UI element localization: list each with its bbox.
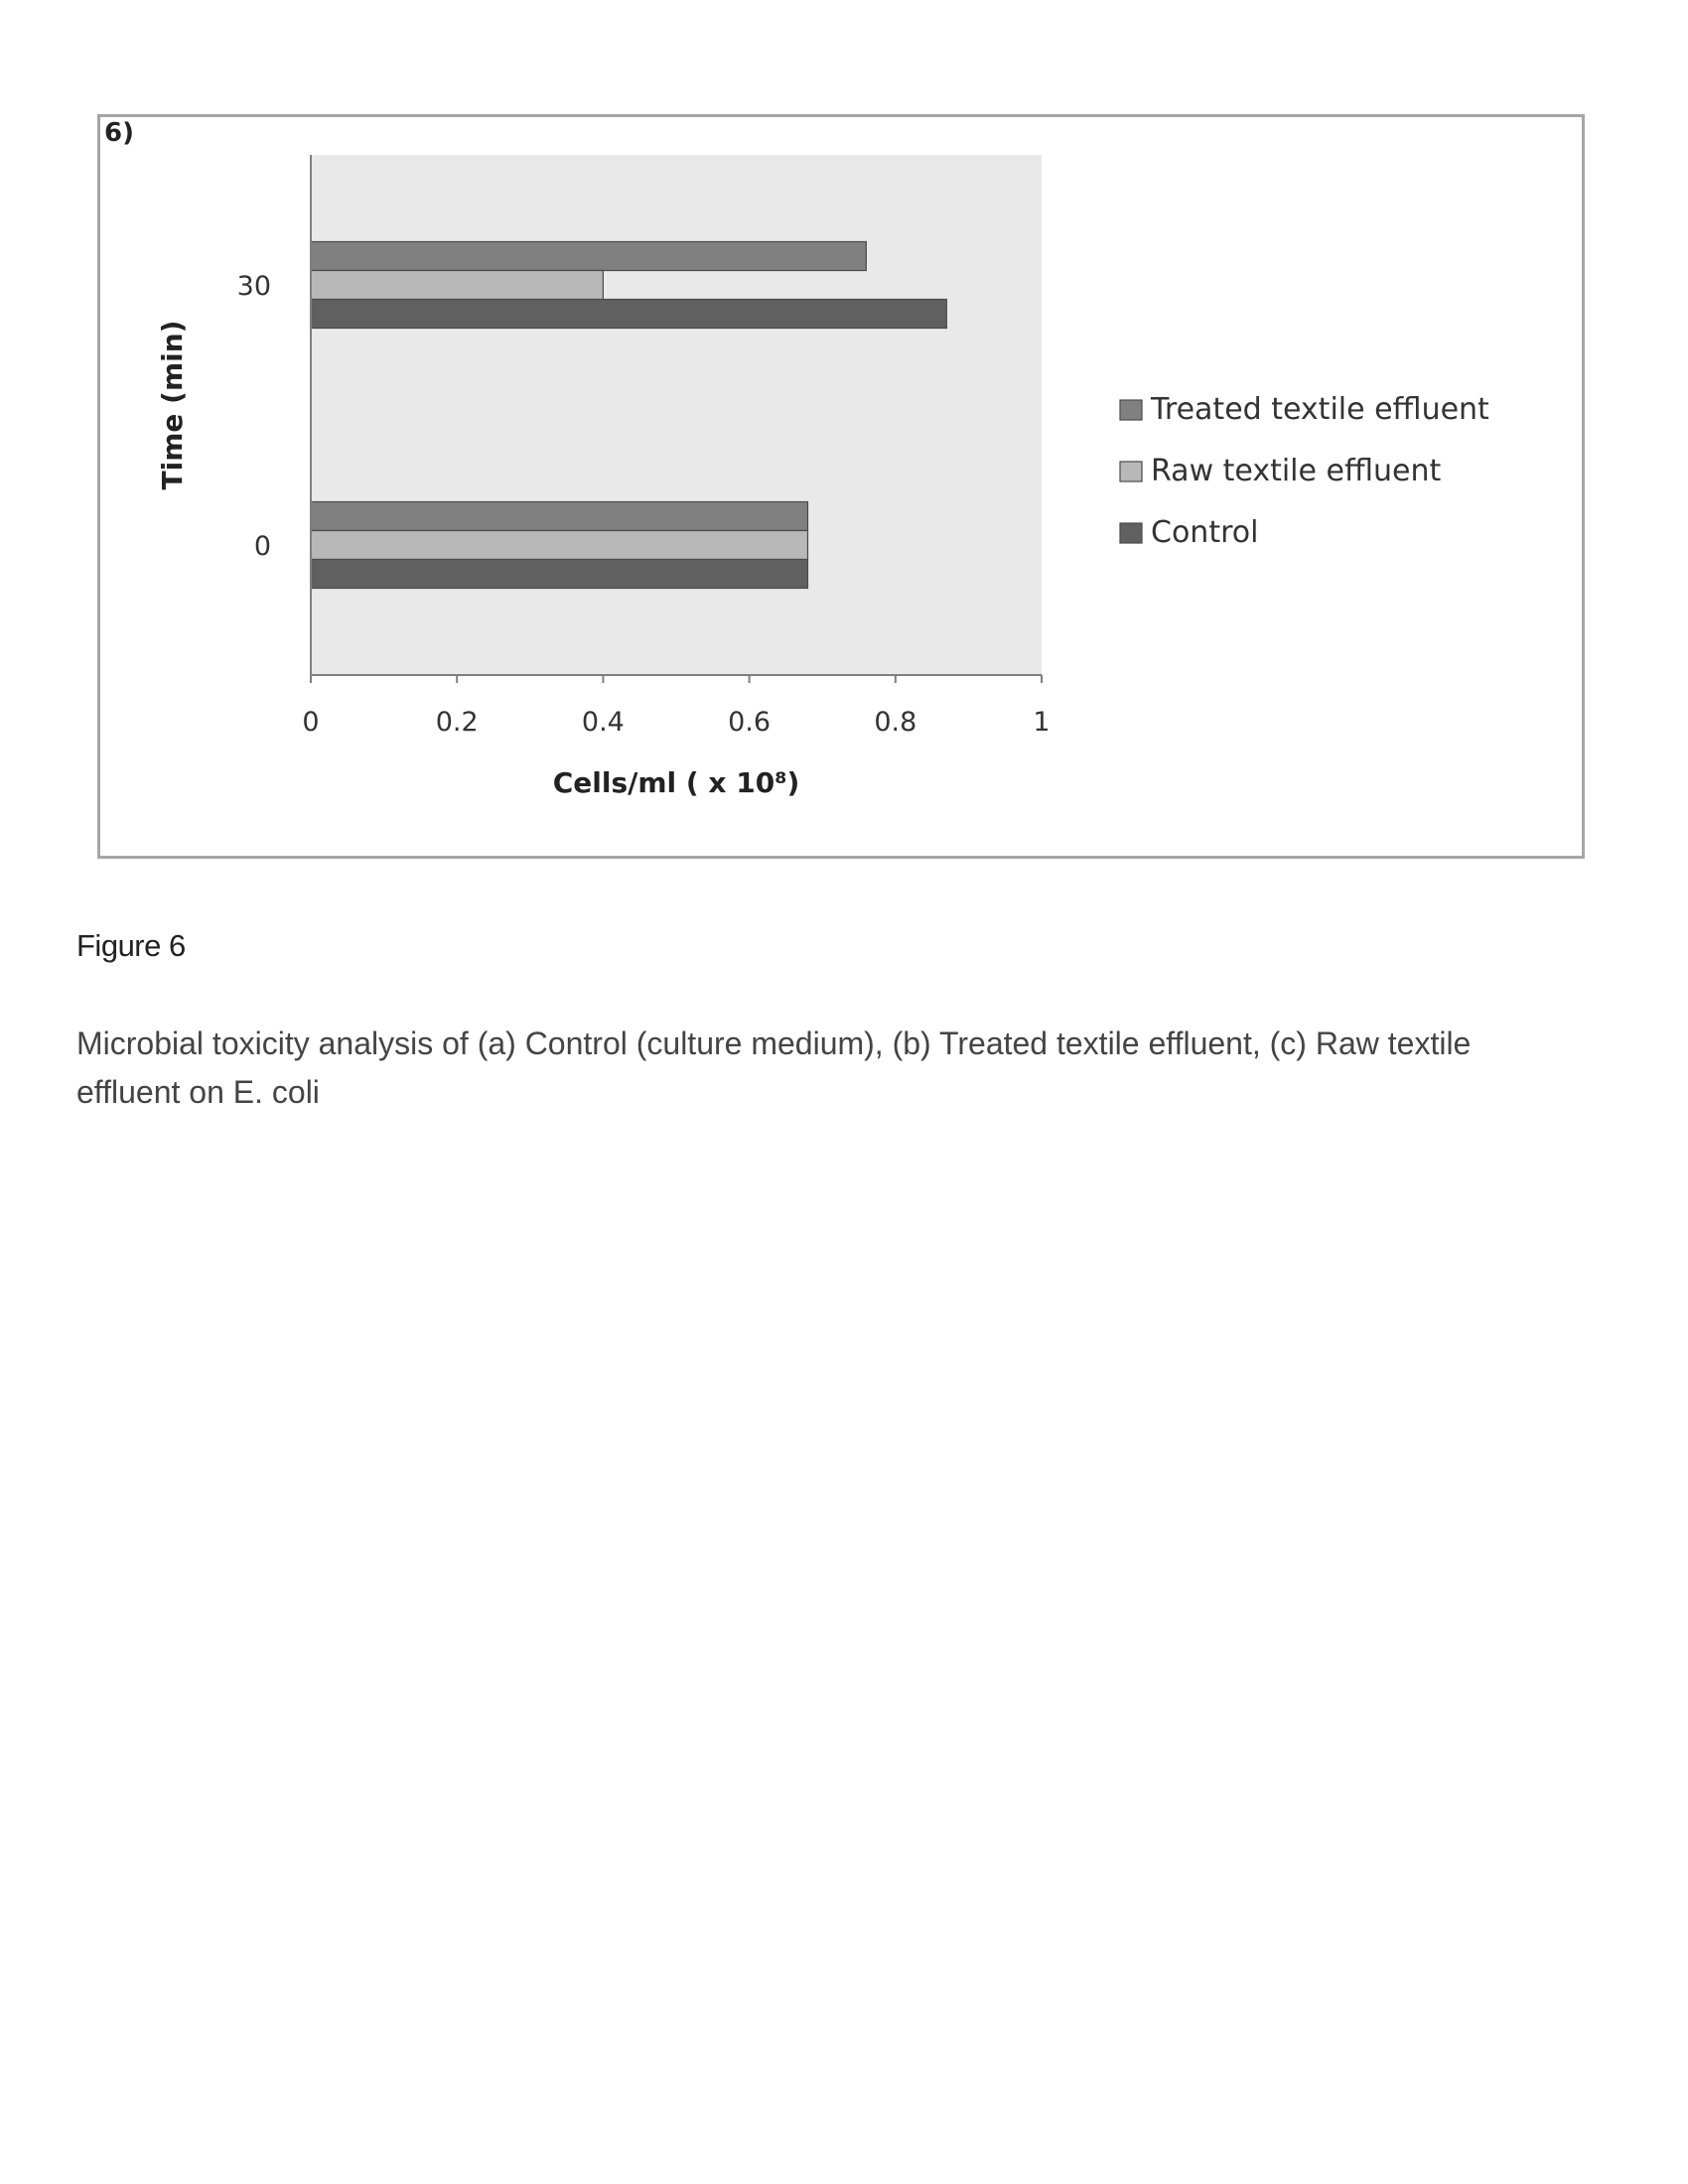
legend-swatch-control: [1119, 522, 1143, 544]
bar-treated-textile-effluent-0: [310, 500, 809, 532]
legend-label-control: Control: [1151, 515, 1258, 550]
legend-label-treated-textile-effluent: Treated textile effluent: [1150, 392, 1489, 427]
bar-treated-textile-effluent-30: [310, 240, 867, 272]
legend-label-raw-textile-effluent: Raw textile effluent: [1151, 454, 1441, 488]
bar-control-30: [310, 298, 947, 330]
legend-swatch-treated-textile-effluent: [1119, 399, 1143, 421]
x-tick-label: 0.8: [874, 707, 916, 738]
y-tick-label: 30: [237, 271, 271, 302]
bar-chart: 6) 0 30 0 0.2 0.4 0.6 0.8 1 Treated textile eff…: [104, 118, 1489, 799]
bar-control-0: [310, 558, 809, 590]
y-tick-label: 0: [254, 531, 271, 562]
plot-area: [311, 155, 1042, 675]
x-tick-label: 1: [1033, 707, 1050, 738]
y-axis-title: Time (min): [156, 321, 189, 490]
panel-label: 6): [104, 118, 134, 148]
legend-swatch-raw-textile-effluent: [1119, 461, 1143, 482]
x-tick-label: 0.2: [436, 707, 479, 738]
x-tick-label: 0.6: [728, 707, 771, 738]
x-tick-label: 0.4: [582, 707, 625, 738]
x-axis-title: Cells/ml ( x 10⁸): [553, 766, 800, 799]
bar-raw-textile-effluent-0: [310, 529, 809, 561]
figure-label: Figure 6: [76, 928, 186, 963]
x-tick-label: 0: [302, 707, 319, 738]
figure-frame: 6) 0 30 0 0.2 0.4 0.6 0.8 1 Treated textile eff…: [97, 114, 1585, 859]
bar-raw-textile-effluent-30: [310, 269, 604, 301]
figure-caption: Microbial toxicity analysis of (a) Contr…: [76, 1025, 1472, 1110]
